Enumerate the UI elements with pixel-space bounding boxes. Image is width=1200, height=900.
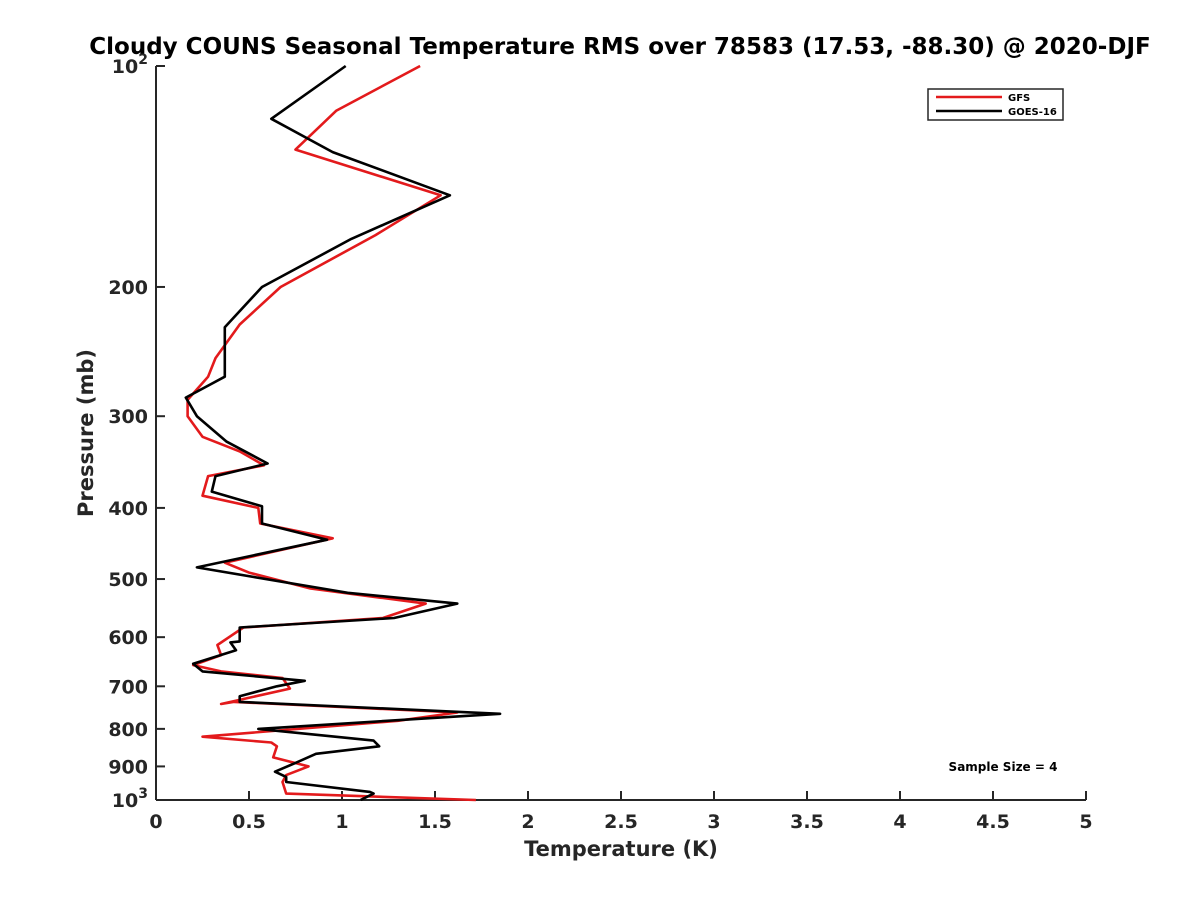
y-axis-label: Pressure (mb) — [74, 349, 98, 517]
x-tick-label: 2 — [521, 811, 534, 833]
x-ticks: 0 0.5 1 1.5 2 2.5 3 3.5 4 4.5 5 — [149, 791, 1093, 833]
x-tick-label: 4.5 — [976, 811, 1010, 833]
x-tick-label: 1.5 — [418, 811, 452, 833]
series-lines — [184, 64, 502, 802]
legend-label-gfs: GFS — [1008, 93, 1030, 104]
legend-box — [927, 88, 1064, 121]
x-tick-label: 4 — [893, 811, 906, 833]
x-tick-label: 0 — [149, 811, 162, 833]
series-line-goes-16 — [184, 64, 502, 802]
y-tick-label: 400 — [108, 498, 148, 520]
y-tick-label: 200 — [108, 277, 148, 299]
x-tick-label: 3 — [707, 811, 720, 833]
y-tick-label: 800 — [108, 719, 148, 741]
x-tick-label: 0.5 — [232, 811, 266, 833]
legend: GFS GOES-16 — [927, 88, 1064, 121]
x-tick-label: 1 — [335, 811, 348, 833]
x-tick-label: 5 — [1079, 811, 1092, 833]
y-tick-label: 102 — [112, 52, 148, 78]
legend-label-goes-16: GOES-16 — [1008, 107, 1057, 118]
x-axis-label: Temperature (K) — [524, 837, 718, 861]
y-tick-label: 900 — [108, 756, 148, 778]
y-tick-label: 700 — [108, 676, 148, 698]
x-tick-label: 3.5 — [790, 811, 824, 833]
y-tick-label: 600 — [108, 627, 148, 649]
y-ticks: 102 200 300 400 500 600 700 800 900 103 — [108, 52, 165, 812]
sample-size-annotation: Sample Size = 4 — [949, 760, 1058, 774]
axes — [155, 66, 1086, 801]
x-tick-label: 2.5 — [604, 811, 638, 833]
y-tick-label: 500 — [108, 569, 148, 591]
series-line-gfs — [186, 64, 476, 802]
y-tick-label: 300 — [108, 406, 148, 428]
chart-title: Cloudy COUNS Seasonal Temperature RMS ov… — [89, 34, 1150, 60]
y-tick-label: 103 — [112, 786, 148, 812]
